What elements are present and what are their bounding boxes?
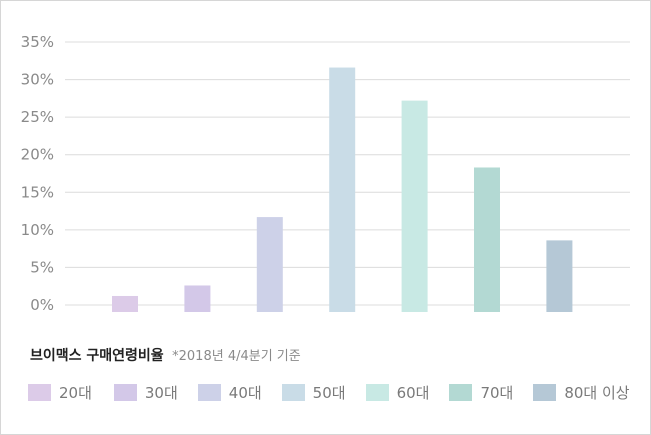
- legend-label: 30대: [144, 384, 178, 402]
- bars: [112, 67, 573, 313]
- legend-swatch: [365, 384, 389, 401]
- chart-caption: 브이맥스 구매연령비율 *2018년 4/4분기 기준: [30, 345, 301, 365]
- legend-swatch: [28, 384, 51, 401]
- bar-50대: [329, 67, 356, 312]
- bar-40대: [256, 217, 283, 312]
- y-tick-label: 5%: [30, 258, 54, 276]
- legend-item: 80대 이상: [533, 382, 630, 403]
- caption-title: 브이맥스 구매연령비율: [30, 348, 164, 364]
- bar-30대: [184, 285, 211, 312]
- y-tick-label: 0%: [30, 296, 54, 314]
- bar-20대: [112, 295, 138, 312]
- legend-item: 20대: [28, 382, 92, 403]
- y-tick-label: 15%: [21, 183, 54, 201]
- legend-swatch: [533, 384, 557, 401]
- legend-label: 70대: [480, 384, 514, 402]
- y-axis-ticks: 0% 5% 10% 15% 20% 25% 30% 35%: [21, 33, 54, 314]
- y-tick-label: 10%: [21, 221, 54, 239]
- y-tick-label: 20%: [21, 146, 54, 164]
- legend-item: 70대: [449, 382, 513, 403]
- legend-item: 40대: [197, 382, 262, 403]
- legend-label: 20대: [59, 384, 92, 402]
- bar-70대: [474, 167, 500, 312]
- y-tick-label: 35%: [21, 33, 54, 51]
- legend-label: 80대 이상: [564, 384, 630, 402]
- bar-80대-이상: [546, 240, 573, 312]
- legend-label: 50대: [312, 384, 346, 402]
- legend-label: 60대: [396, 384, 430, 402]
- legend-item: 30대: [113, 382, 178, 403]
- y-tick-label: 30%: [21, 71, 54, 89]
- caption-note: *2018년 4/4분기 기준: [172, 349, 301, 364]
- bar-60대: [401, 100, 428, 313]
- legend: 20대 30대 40대 50대 60대 70대 80대 이상: [28, 382, 630, 403]
- legend-label: 40대: [228, 384, 262, 402]
- legend-swatch: [281, 384, 305, 401]
- legend-item: 50대: [281, 382, 346, 403]
- y-tick-label: 25%: [21, 108, 54, 126]
- gridlines: [65, 41, 630, 306]
- legend-swatch: [113, 384, 137, 401]
- legend-item: 60대: [365, 382, 430, 403]
- legend-swatch: [197, 384, 221, 401]
- legend-swatch: [449, 384, 473, 401]
